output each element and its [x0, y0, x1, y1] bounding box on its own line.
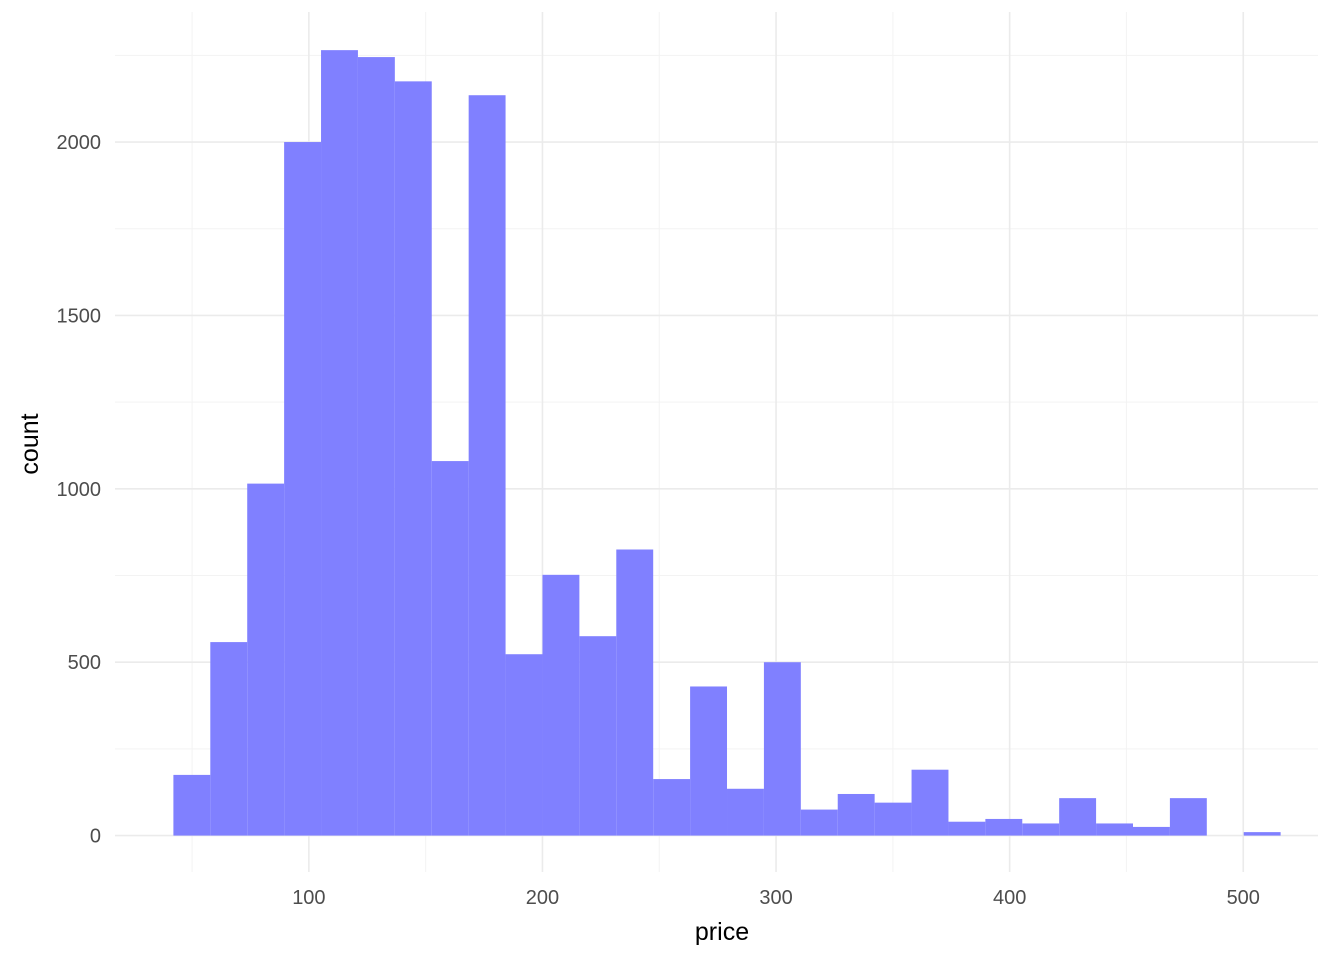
- x-axis-title: price: [695, 918, 749, 946]
- y-tick-label: 1000: [57, 479, 102, 501]
- histogram-bar: [1096, 823, 1133, 836]
- histogram-bars: [173, 50, 1281, 836]
- histogram-bar: [763, 662, 801, 836]
- histogram-bar: [911, 769, 949, 836]
- histogram-bar: [727, 788, 764, 836]
- histogram-bar: [247, 483, 285, 836]
- histogram-bar: [1243, 832, 1281, 836]
- x-axis-tick-labels: 100 200 300 400 500: [292, 887, 1260, 909]
- x-tick-label: 200: [526, 887, 559, 909]
- histogram-bar: [1059, 798, 1097, 836]
- histogram-bar: [357, 57, 395, 836]
- y-tick-label: 500: [68, 652, 101, 674]
- histogram-bar: [690, 686, 728, 836]
- histogram-bar: [616, 549, 654, 836]
- histogram-bar: [321, 50, 358, 836]
- x-tick-label: 500: [1227, 887, 1260, 909]
- histogram-bar: [653, 779, 691, 836]
- histogram-bar: [948, 821, 986, 836]
- histogram-bar: [837, 793, 875, 836]
- x-tick-label: 100: [292, 887, 325, 909]
- histogram-bar: [394, 81, 432, 836]
- histogram-bar: [800, 809, 838, 836]
- histogram-bar: [874, 802, 912, 836]
- y-tick-label: 0: [90, 826, 101, 848]
- histogram-bar: [173, 774, 211, 836]
- x-tick-label: 300: [759, 887, 792, 909]
- y-axis-tick-labels: 0 500 1000 1500 2000: [57, 132, 102, 848]
- histogram-bar: [1132, 826, 1170, 836]
- y-axis-title: count: [16, 413, 44, 474]
- histogram-bar: [985, 818, 1023, 836]
- histogram-bar: [1022, 823, 1060, 836]
- y-tick-label: 2000: [57, 132, 102, 154]
- histogram-bar: [468, 95, 506, 836]
- histogram-bar: [1169, 798, 1207, 836]
- histogram-bar: [284, 142, 322, 836]
- y-tick-label: 1500: [57, 305, 102, 327]
- histogram-bar: [542, 574, 580, 836]
- histogram-bar: [210, 642, 248, 836]
- histogram-bar: [505, 654, 543, 836]
- x-tick-label: 400: [993, 887, 1026, 909]
- histogram-bar: [579, 636, 617, 836]
- histogram-bar: [431, 461, 469, 836]
